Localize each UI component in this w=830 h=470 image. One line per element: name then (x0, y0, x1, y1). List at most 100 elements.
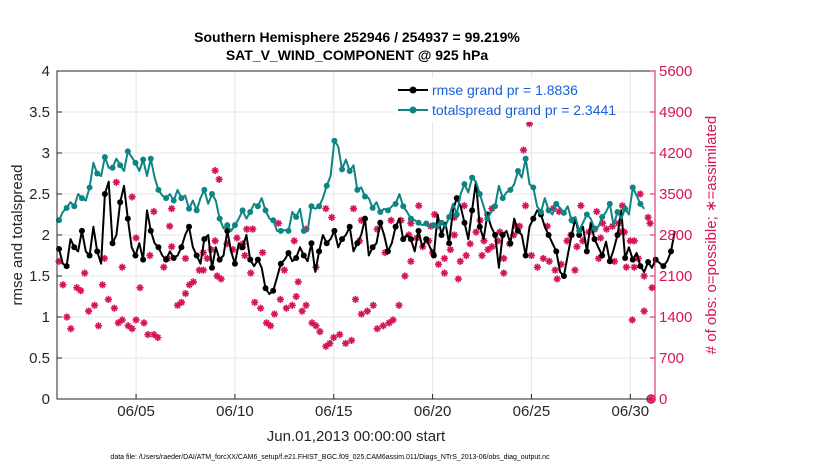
obs-asterisk-marker (217, 275, 225, 283)
series-point-0 (339, 236, 346, 243)
obs-asterisk-marker (336, 330, 344, 339)
legend-spread-marker (409, 106, 417, 114)
series-point-0 (78, 227, 85, 234)
obs-asterisk-marker (85, 307, 93, 315)
obs-asterisk-marker (150, 207, 158, 216)
footnote: data file: /Users/raeder/DAI/ATM_forcXX/… (110, 454, 550, 461)
left-axis-ticks: 0 0.5 1 1.5 2 2.5 3 3.5 4 (29, 63, 62, 408)
obs-asterisk-marker (150, 330, 158, 339)
obs-asterisk-marker (389, 316, 397, 324)
series-point-1 (124, 148, 131, 155)
obs-asterisk-marker (118, 263, 126, 271)
series-point-1 (239, 207, 246, 214)
obs-asterisk-marker (181, 289, 190, 298)
obs-asterisk-marker (211, 237, 219, 245)
obs-asterisk-marker (90, 301, 99, 309)
obs-asterisk-marker (67, 325, 75, 333)
obs-asterisk-marker (110, 304, 118, 312)
series-point-0 (231, 260, 238, 267)
series-point-0 (354, 240, 361, 247)
y-tick-label-left: 3 (42, 145, 50, 162)
obs-asterisk-marker (81, 269, 89, 277)
obs-asterisk-marker (302, 301, 310, 309)
series-point-0 (316, 248, 323, 255)
series-point-1 (331, 137, 338, 144)
obs-asterisk-marker (597, 234, 605, 242)
obs-asterisk-marker (369, 301, 377, 309)
obs-asterisk-marker (347, 336, 356, 345)
series-point-1 (629, 184, 636, 191)
series-point-1 (515, 168, 522, 175)
series-point-0 (377, 219, 384, 226)
series-point-1 (247, 209, 254, 216)
series-point-1 (186, 205, 193, 212)
series-point-0 (453, 195, 460, 202)
obs-asterisk-marker (533, 263, 541, 271)
obs-asterisk-marker (118, 316, 126, 324)
series-point-1 (622, 205, 629, 212)
obs-asterisk-marker (593, 207, 601, 216)
obs-asterisk-marker (608, 222, 617, 230)
obs-asterisk-marker (440, 269, 449, 277)
series-point-1 (614, 209, 621, 216)
x-tick-label: 06/15 (315, 403, 353, 420)
obs-asterisk-marker (351, 295, 360, 304)
obs-asterisk-marker (646, 219, 654, 227)
obs-asterisk-marker (112, 178, 120, 186)
legend-box (395, 78, 591, 122)
obs-asterisk-marker (280, 266, 288, 274)
series-point-1 (71, 203, 78, 210)
series-point-0 (163, 256, 170, 263)
obs-asterisk-marker (379, 322, 387, 330)
y-tick-label-left: 0 (42, 391, 50, 408)
obs-asterisk-marker (276, 295, 284, 304)
series-point-0 (446, 240, 453, 247)
series-point-1 (469, 174, 476, 181)
series-point-1 (476, 191, 483, 197)
series-point-1 (560, 209, 567, 216)
y-tick-label-right: 1400 (659, 309, 692, 326)
obs-asterisk-marker (644, 213, 652, 222)
series-point-1 (132, 159, 139, 166)
obs-asterisk-marker (488, 243, 496, 251)
series-point-0 (117, 199, 124, 206)
obs-asterisk-marker (168, 205, 176, 213)
series-point-0 (568, 232, 575, 238)
series-point-0 (492, 232, 499, 238)
obs-asterisk-marker (146, 251, 154, 260)
y-tick-label-right: 4900 (659, 104, 692, 121)
series-point-0 (599, 252, 606, 259)
series-point-1 (369, 204, 376, 211)
x-axis-ticks: 06/05 06/10 06/15 06/20 06/25 06/30 (117, 394, 649, 420)
series-point-1 (262, 207, 269, 214)
obs-asterisk-marker (144, 330, 152, 339)
obs-asterisk-marker (136, 284, 144, 292)
series-point-1 (576, 227, 583, 234)
legend-rmse-marker (409, 86, 417, 94)
series-point-0 (208, 264, 215, 271)
series-point-1 (461, 181, 468, 188)
series-point-0 (178, 244, 185, 251)
series-point-1 (407, 215, 414, 222)
series-point-1 (231, 222, 238, 229)
x-axis-label: Jun.01,2013 00:00:00 start (267, 428, 446, 445)
obs-asterisk-marker (257, 304, 265, 312)
series-point-1 (178, 195, 185, 202)
obs-asterisk-marker (282, 304, 290, 312)
y-tick-label-right: 3500 (659, 186, 692, 203)
obs-asterisk-marker (478, 251, 486, 260)
obs-asterisk-marker (373, 325, 381, 333)
series-point-1 (499, 195, 506, 202)
obs-asterisk-marker (59, 281, 67, 289)
title-line1: Southern Hemisphere 252946 / 254937 = 99… (194, 29, 520, 45)
obs-asterisk-marker (434, 260, 443, 268)
obs-asterisk-marker (519, 146, 528, 154)
obs-asterisk-marker (168, 243, 176, 251)
series-point-1 (537, 209, 544, 216)
obs-asterisk-marker (330, 333, 338, 342)
series-point-0 (346, 223, 353, 230)
series-point-1 (430, 222, 437, 229)
obs-asterisk-marker (298, 307, 306, 315)
series-point-0 (407, 236, 414, 243)
